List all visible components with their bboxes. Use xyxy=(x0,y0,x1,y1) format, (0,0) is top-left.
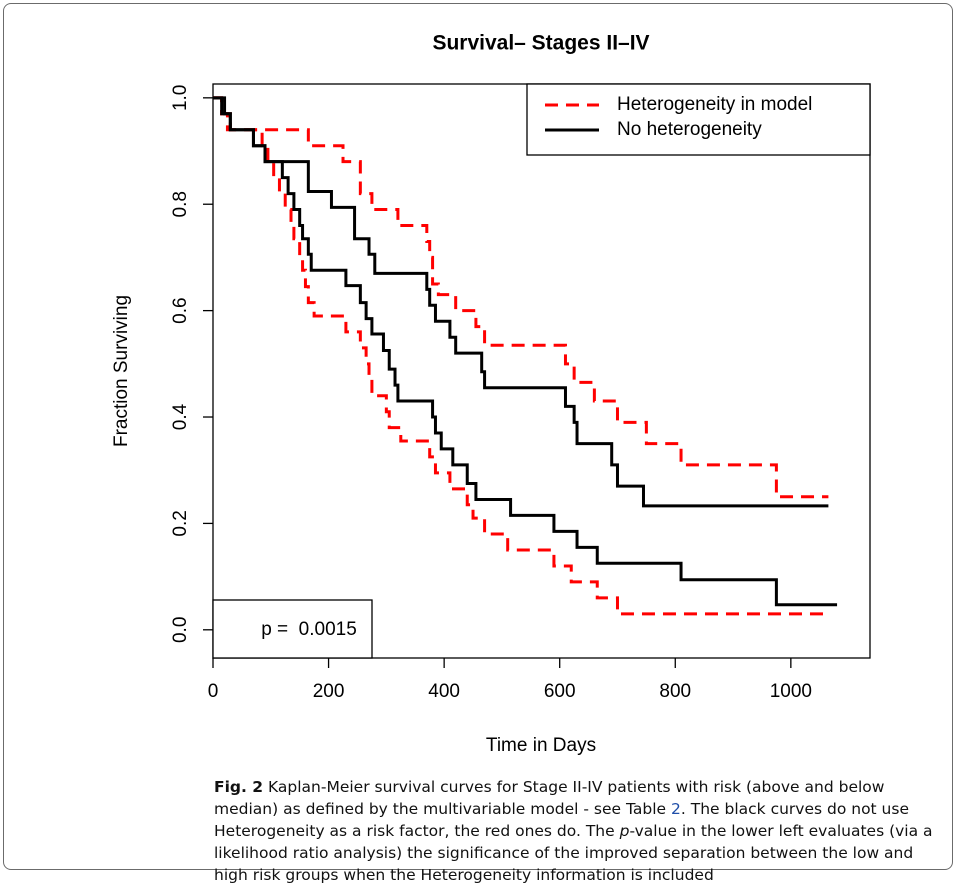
x-tick-label: 800 xyxy=(659,681,691,702)
plot-box xyxy=(212,83,871,659)
y-tick-label: 0.8 xyxy=(170,191,191,217)
x-tick-label: 0 xyxy=(208,681,219,702)
legend-label: Heterogeneity in model xyxy=(617,94,812,115)
x-tick-label: 400 xyxy=(428,681,460,702)
x-tick-label: 200 xyxy=(313,681,345,702)
y-tick-label: 0.6 xyxy=(170,297,191,323)
figure-frame xyxy=(3,3,953,870)
y-tick-label: 0.2 xyxy=(170,510,191,536)
table-link[interactable]: 2 xyxy=(671,800,681,818)
survival-curve xyxy=(213,96,829,616)
y-axis-label: Fraction Surviving xyxy=(111,295,132,447)
survival-curve xyxy=(213,96,838,607)
survival-curve xyxy=(213,96,829,508)
survival-curve xyxy=(213,96,829,499)
legend-box xyxy=(526,83,871,156)
annotation: p = 0.0015 xyxy=(261,619,357,640)
x-axis-label: Time in Days xyxy=(486,735,596,756)
legend-label: No heterogeneity xyxy=(617,119,762,140)
y-tick-label: 0.4 xyxy=(170,403,191,430)
caption-text: Kaplan-Meier survival curves for Stage I… xyxy=(214,778,885,818)
annotation-box xyxy=(212,599,373,659)
caption-label: Fig. 2 xyxy=(214,778,264,796)
y-tick-label: 0.0 xyxy=(170,617,191,643)
x-tick-label: 600 xyxy=(544,681,576,702)
x-tick-label: 1000 xyxy=(770,681,812,702)
caption: Fig. 2 Kaplan-Meier survival curves for … xyxy=(214,776,944,886)
chart: Survival– Stages II–IV Time in Days Frac… xyxy=(111,32,871,756)
y-tick-label: 1.0 xyxy=(170,85,191,111)
caption-italic: p xyxy=(619,822,630,840)
caption-text: . The black curves do not use Heterogene… xyxy=(214,800,909,840)
chart-title: Survival– Stages II–IV xyxy=(432,32,649,55)
